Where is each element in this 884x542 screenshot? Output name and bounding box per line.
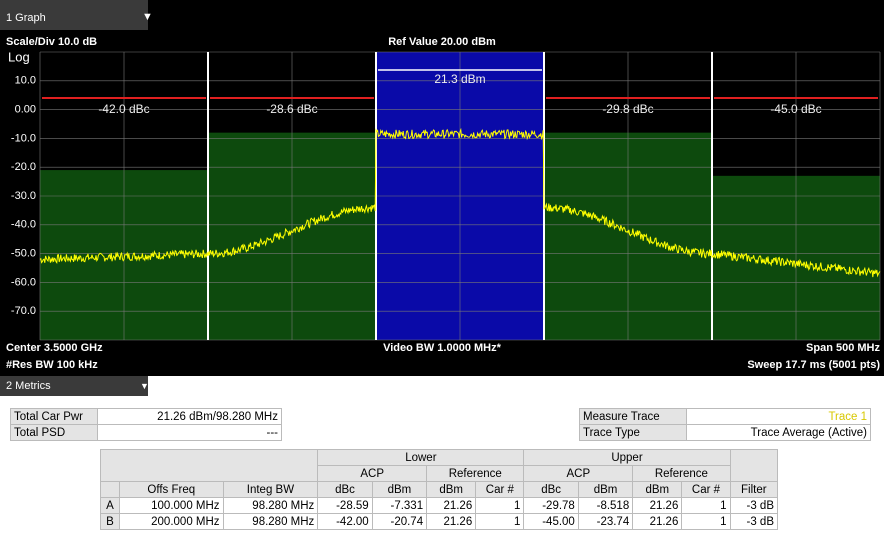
y-tick-label: 10.0: [15, 75, 36, 87]
cell: Integ BW: [222, 481, 319, 498]
cell: 100.000 MHz: [119, 497, 224, 514]
graph-tab[interactable]: [0, 0, 148, 30]
channel-label: -42.0 dBc: [98, 102, 149, 116]
cell: 1: [475, 497, 525, 514]
log-label: Log: [8, 49, 30, 64]
cell: Car #: [475, 481, 525, 498]
sub-header: ACP: [523, 465, 634, 482]
cell: 21.26: [632, 497, 683, 514]
cell: Filter: [729, 481, 779, 498]
cell: 98.280 MHz: [222, 513, 319, 530]
summary-right: Measure Trace Trace 1 Trace Type Trace Ave…: [579, 408, 871, 441]
value: Trace 1: [686, 408, 871, 425]
cell: 98.280 MHz: [222, 497, 319, 514]
metrics-tab[interactable]: 2 Metrics ▼: [0, 376, 149, 396]
channel-label: -45.0 dBc: [770, 102, 821, 116]
summary-left: Total Car Pwr 21.26 dBm/98.280 MHz Total …: [10, 408, 282, 441]
y-tick-label: -60.0: [11, 276, 36, 288]
cell: dBm: [577, 481, 634, 498]
cell: B: [100, 513, 120, 530]
cell: -3 dB: [729, 497, 779, 514]
cell: -29.78: [523, 497, 579, 514]
cell: Car #: [681, 481, 731, 498]
value: 21.26 dBm/98.280 MHz: [97, 408, 282, 425]
y-tick-label: 0.00: [15, 104, 36, 116]
cell: 1: [681, 513, 731, 530]
y-tick-label: -50.0: [11, 248, 36, 260]
cell: dBm: [632, 481, 683, 498]
group-header: Upper: [523, 449, 731, 466]
cell: -20.74: [371, 513, 428, 530]
graph-tab-label: 1 Graph: [6, 12, 46, 24]
y-tick-label: -20.0: [11, 161, 36, 173]
span: Span 500 MHz: [806, 342, 880, 354]
cell: -42.00: [317, 513, 373, 530]
group-header: Lower: [317, 449, 525, 466]
cell: -28.59: [317, 497, 373, 514]
cell: dBc: [523, 481, 579, 498]
label: Measure Trace: [579, 408, 687, 425]
cell: 1: [681, 497, 731, 514]
value: ---: [97, 424, 282, 441]
graph-panel: 1 Graph ▼ Scale/Div 10.0 dB Ref Value 20…: [0, 0, 884, 376]
y-tick-label: -30.0: [11, 190, 36, 202]
cell: 200.000 MHz: [119, 513, 224, 530]
metrics-tab-label: 2 Metrics: [6, 380, 51, 392]
ref-value: Ref Value 20.00 dBm: [388, 36, 496, 48]
cell: -7.331: [371, 497, 428, 514]
cell: dBc: [317, 481, 373, 498]
trace: [39, 127, 881, 278]
cell: Offs Freq: [119, 481, 224, 498]
cell: -3 dB: [729, 513, 779, 530]
tab-arrow: ▼: [140, 381, 149, 391]
y-tick-label: -10.0: [11, 132, 36, 144]
metrics-panel: 2 Metrics ▼ Total Car Pwr 21.26 dBm/98.280…: [0, 376, 884, 542]
video-bw: Video BW 1.0000 MHz*: [383, 342, 501, 354]
sweep: Sweep 17.7 ms (5001 pts): [747, 359, 880, 371]
cell: -8.518: [577, 497, 634, 514]
y-tick-label: -40.0: [11, 219, 36, 231]
label: Trace Type: [579, 424, 687, 441]
scale-div: Scale/Div 10.0 dB: [6, 36, 97, 48]
channel-label: 21.3 dBm: [434, 72, 485, 86]
y-tick-label: -70.0: [11, 305, 36, 317]
center: Center 3.5000 GHz: [6, 342, 103, 354]
cell: A: [100, 497, 120, 514]
channel-label: -29.8 dBc: [602, 102, 653, 116]
row: A 100.000 MHz 98.280 MHz -28.59 -7.331 21.26 1…: [100, 497, 779, 514]
value: Trace Average (Active): [686, 424, 871, 441]
acp-table: Lower Upper ACP Reference ACP Reference Offs…: [99, 449, 779, 530]
cell: dBm: [426, 481, 477, 498]
label: Total PSD: [10, 424, 98, 441]
cell: dBm: [371, 481, 428, 498]
cell: 1: [475, 513, 525, 530]
sub-header: Reference: [632, 465, 731, 482]
row: B 200.000 MHz 98.280 MHz -42.00 -20.74 21.26 1…: [100, 513, 779, 530]
tab-arrow: ▼: [142, 11, 153, 23]
blank: [99, 449, 319, 482]
sub-header: Reference: [426, 465, 525, 482]
cell: 21.26: [632, 513, 683, 530]
cell: 21.26: [426, 497, 477, 514]
label: Total Car Pwr: [10, 408, 98, 425]
cell: -23.74: [577, 513, 634, 530]
blank: [729, 449, 779, 482]
channel-label: -28.6 dBc: [266, 102, 317, 116]
cell: 21.26: [426, 513, 477, 530]
sub-header: ACP: [317, 465, 428, 482]
blank: [100, 481, 120, 498]
res-bw: #Res BW 100 kHz: [6, 359, 98, 371]
cell: -45.00: [523, 513, 579, 530]
